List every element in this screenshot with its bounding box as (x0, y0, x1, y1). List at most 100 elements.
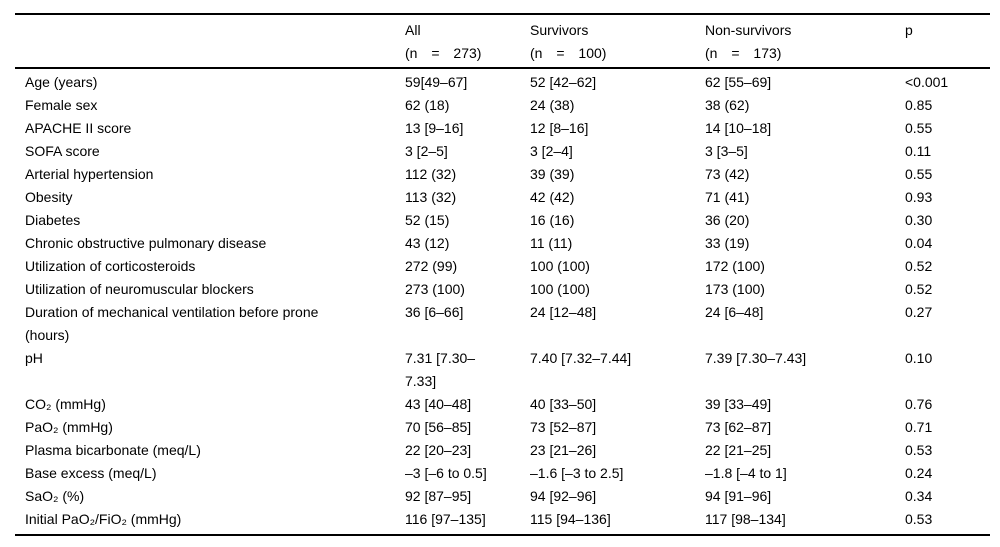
non-survivors-value-cell: 117 [98–134] (705, 511, 786, 527)
non-survivors-value-cell: 73 [62–87] (705, 419, 772, 435)
all-value-cell: 7.31 [7.30– 7.33] (405, 350, 476, 389)
survivors-value-cell: 24 [12–48] (530, 304, 597, 320)
all-value-cell: 116 [97–135] (405, 511, 486, 527)
table-row: SaO₂ (%) 92 [87–95] 94 [92–96] 94 [91–96… (15, 485, 990, 508)
row-label-cell: PaO₂ (mmHg) (25, 419, 113, 435)
table-row: PaO₂ (mmHg) 70 [56–85] 73 [52–87] 73 [62… (15, 416, 990, 439)
table-body: Age (years) 59[49–67] 52 [42–62] 62 [55–… (15, 68, 990, 535)
survivors-value-cell: 94 [92–96] (530, 488, 597, 504)
column-n-count: (n = 100) (530, 45, 607, 61)
p-value-cell: 0.53 (905, 511, 933, 527)
all-value-cell: 113 (32) (405, 189, 457, 205)
survivors-value-cell: 11 (11) (530, 235, 573, 251)
table-row: Utilization of neuromuscular blockers 27… (15, 278, 990, 301)
p-value-cell: 0.52 (905, 281, 933, 297)
row-label-cell: pH (25, 350, 43, 366)
non-survivors-value-cell: 39 [33–49] (705, 396, 772, 412)
non-survivors-value-cell: 94 [91–96] (705, 488, 772, 504)
all-value-cell: 112 (32) (405, 166, 457, 182)
all-value-cell: 36 [6–66] (405, 304, 464, 320)
all-value-cell: 43 (12) (405, 235, 450, 251)
row-label-cell: Utilization of corticosteroids (25, 258, 196, 274)
row-label-cell: Diabetes (25, 212, 81, 228)
non-survivors-value-cell: 7.39 [7.30–7.43] (705, 350, 807, 366)
non-survivors-value-cell: 62 [55–69] (705, 74, 772, 90)
non-survivors-value-cell: 33 (19) (705, 235, 750, 251)
row-label-cell: Female sex (25, 97, 98, 113)
row-label-cell: Base excess (meq/L) (25, 465, 157, 481)
all-value-cell: 59[49–67] (405, 74, 468, 90)
table-row: Arterial hypertension 112 (32) 39 (39) 7… (15, 163, 990, 186)
column-n-count: (n = 173) (705, 45, 782, 61)
column-n-count: (n = 273) (405, 45, 482, 61)
p-value-cell: 0.71 (905, 419, 933, 435)
table-row: Initial PaO₂/FiO₂ (mmHg) 116 [97–135] 11… (15, 508, 990, 535)
all-value-cell: 62 (18) (405, 97, 450, 113)
all-value-cell: 52 (15) (405, 212, 450, 228)
p-value-cell: 0.53 (905, 442, 933, 458)
table-row: Obesity 113 (32) 42 (42) 71 (41) 0.93 (15, 186, 990, 209)
row-label-cell: Initial PaO₂/FiO₂ (mmHg) (25, 511, 182, 527)
p-value-cell: 0.27 (905, 304, 933, 320)
non-survivors-value-cell: 173 (100) (705, 281, 765, 297)
non-survivors-value-cell: 73 (42) (705, 166, 750, 182)
table-row: CO₂ (mmHg) 43 [40–48] 40 [33–50] 39 [33–… (15, 393, 990, 416)
all-value-cell: 92 [87–95] (405, 488, 472, 504)
table-row: Age (years) 59[49–67] 52 [42–62] 62 [55–… (15, 68, 990, 94)
p-value-cell: <0.001 (905, 74, 949, 90)
row-label-cell: Chronic obstructive pulmonary disease (25, 235, 267, 251)
row-label-cell: Arterial hypertension (25, 166, 154, 182)
table-row: SOFA score 3 [2–5] 3 [2–4] 3 [3–5] 0.11 (15, 140, 990, 163)
non-survivors-value-cell: –1.8 [–4 to 1] (705, 465, 787, 481)
survivors-value-cell: 3 [2–4] (530, 143, 573, 159)
all-value-cell: –3 [–6 to 0.5] (405, 465, 487, 481)
column-title: p (905, 22, 913, 38)
all-value-cell: 3 [2–5] (405, 143, 448, 159)
non-survivors-value-cell: 172 (100) (705, 258, 765, 274)
survivors-value-cell: 24 (38) (530, 97, 575, 113)
column-header-non-survivors: Non-survivors (n = 173) (705, 14, 905, 68)
table-row: APACHE II score 13 [9–16] 12 [8–16] 14 [… (15, 117, 990, 140)
all-value-cell: 22 [20–23] (405, 442, 472, 458)
p-value-cell: 0.10 (905, 350, 933, 366)
table-row: Female sex 62 (18) 24 (38) 38 (62) 0.85 (15, 94, 990, 117)
survivors-value-cell: 16 (16) (530, 212, 575, 228)
survivors-value-cell: 100 (100) (530, 258, 590, 274)
all-value-cell: 13 [9–16] (405, 120, 464, 136)
survivors-value-cell: 12 [8–16] (530, 120, 589, 136)
p-value-cell: 0.34 (905, 488, 933, 504)
table-row: pH 7.31 [7.30– 7.33] 7.40 [7.32–7.44] 7.… (15, 347, 990, 393)
non-survivors-value-cell: 3 [3–5] (705, 143, 748, 159)
all-value-cell: 273 (100) (405, 281, 465, 297)
survivors-value-cell: 115 [94–136] (530, 511, 611, 527)
all-value-cell: 272 (99) (405, 258, 458, 274)
table-row: Diabetes 52 (15) 16 (16) 36 (20) 0.30 (15, 209, 990, 232)
p-value-cell: 0.93 (905, 189, 933, 205)
non-survivors-value-cell: 22 [21–25] (705, 442, 772, 458)
survivors-value-cell: 100 (100) (530, 281, 590, 297)
survivors-value-cell: 7.40 [7.32–7.44] (530, 350, 632, 366)
p-value-cell: 0.24 (905, 465, 933, 481)
row-label-cell: Age (years) (25, 74, 98, 90)
column-header-survivors: Survivors (n = 100) (530, 14, 705, 68)
p-value-cell: 0.85 (905, 97, 933, 113)
row-label-cell: SOFA score (25, 143, 100, 159)
survivors-value-cell: –1.6 [–3 to 2.5] (530, 465, 624, 481)
non-survivors-value-cell: 71 (41) (705, 189, 750, 205)
p-value-cell: 0.52 (905, 258, 933, 274)
p-value-cell: 0.55 (905, 120, 933, 136)
column-header-p: p (905, 14, 990, 68)
column-title: Survivors (530, 22, 589, 38)
column-header-all: All (n = 273) (405, 14, 530, 68)
column-title: All (405, 22, 421, 38)
p-value-cell: 0.55 (905, 166, 933, 182)
non-survivors-value-cell: 38 (62) (705, 97, 750, 113)
table-row: Plasma bicarbonate (meq/L) 22 [20–23] 23… (15, 439, 990, 462)
table-row: Chronic obstructive pulmonary disease 43… (15, 232, 990, 255)
row-label-column-header (15, 14, 405, 68)
p-value-cell: 0.76 (905, 396, 933, 412)
all-value-cell: 70 [56–85] (405, 419, 472, 435)
all-value-cell: 43 [40–48] (405, 396, 472, 412)
baseline-characteristics-table: All (n = 273) Survivors (n = 100) Non-su… (15, 13, 990, 536)
row-label-cell: CO₂ (mmHg) (25, 396, 106, 412)
